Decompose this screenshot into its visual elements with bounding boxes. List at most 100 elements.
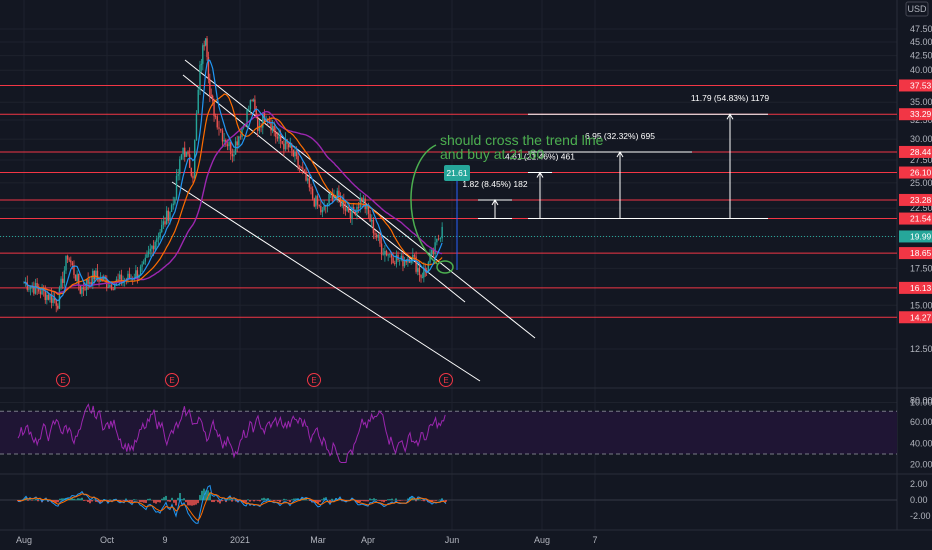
macd-histogram-bar — [153, 500, 155, 503]
macd-histogram-bar — [367, 500, 369, 502]
price-tick-label: 30.00 — [910, 134, 932, 144]
breakout-circle[interactable] — [436, 260, 454, 274]
candle-body — [41, 287, 43, 295]
level-price-label: 21.54 — [910, 214, 932, 224]
candle-body — [348, 207, 350, 213]
macd-histogram-bar — [195, 500, 197, 505]
level-price-badge[interactable] — [899, 193, 932, 206]
level-price-badge[interactable] — [899, 311, 932, 324]
candle-body — [436, 238, 438, 243]
macd-histogram-bar — [383, 500, 385, 503]
macd-histogram-bar — [283, 498, 285, 501]
fast-moving-average — [23, 59, 443, 302]
macd-histogram-bar — [287, 500, 289, 501]
level-price-badge[interactable] — [899, 79, 932, 92]
candle-body — [87, 279, 89, 284]
earnings-marker[interactable] — [165, 373, 179, 387]
time-tick-label: 7 — [592, 535, 597, 545]
level-price-badge[interactable] — [899, 247, 932, 260]
candle-body — [46, 294, 48, 301]
macd-histogram-bar — [135, 499, 137, 501]
macd-histogram-bar — [175, 500, 177, 506]
macd-histogram-bar — [57, 500, 59, 503]
time-tick-label: Apr — [361, 535, 375, 545]
price-tick-label: 40.00 — [910, 65, 932, 75]
macd-histogram-bar — [111, 500, 113, 501]
macd-histogram-bar — [35, 499, 37, 501]
macd-histogram-bar — [183, 498, 185, 501]
macd-histogram-bar — [271, 500, 273, 501]
candle-body — [141, 264, 143, 267]
candle-body — [420, 274, 422, 278]
candle-body — [320, 205, 322, 213]
earnings-marker[interactable] — [307, 373, 321, 387]
candle-body — [344, 209, 347, 211]
earnings-marker[interactable] — [56, 373, 70, 387]
last-price-label: 19.99 — [910, 231, 932, 241]
level-price-badge[interactable] — [899, 145, 932, 158]
measure-arrow-head — [536, 171, 544, 178]
axis-settings-button[interactable] — [906, 2, 926, 18]
macd-histogram-bar — [265, 498, 267, 501]
candle-body — [89, 282, 91, 284]
candle-body — [76, 273, 78, 281]
candle-body — [329, 192, 332, 194]
price-axis[interactable]: USD47.5045.0042.5040.0035.0032.5030.0027… — [899, 1, 932, 521]
macd-histogram-bar — [363, 500, 365, 502]
macd-histogram-bar — [63, 498, 65, 501]
candle-body — [195, 113, 198, 141]
level-price-badge[interactable] — [899, 281, 932, 294]
level-price-label: 14.27 — [910, 312, 932, 322]
candle-body — [425, 270, 428, 273]
macd-histogram-bar — [171, 497, 173, 501]
measurement-tools[interactable]: 1.82 (8.45%) 182 4.61 (21.46%) 461 6.95 (3… — [462, 93, 769, 220]
macd-histogram-bar — [387, 499, 389, 501]
candle-body — [184, 147, 186, 157]
macd-histogram-bar — [87, 500, 89, 502]
macd-histogram-bar — [213, 500, 215, 503]
candle-body — [199, 64, 201, 90]
level-price-badge[interactable] — [899, 108, 932, 121]
candle-body — [170, 205, 173, 212]
macd-histogram-bar — [423, 500, 425, 502]
level-price-badge[interactable] — [899, 212, 932, 225]
candle-body — [234, 141, 237, 155]
candle-body — [65, 255, 67, 271]
candle-body — [93, 270, 96, 280]
entry-price-badge[interactable] — [444, 165, 470, 181]
candle-body — [359, 197, 361, 208]
candle-body — [255, 109, 258, 118]
candle-body — [283, 143, 285, 150]
macd-histogram-bar — [123, 500, 125, 502]
macd-histogram-bar — [217, 500, 219, 503]
macd-histogram-bar — [413, 498, 415, 501]
level-price-badge[interactable] — [899, 166, 932, 179]
lower-trendline[interactable] — [171, 181, 481, 382]
macd-histogram-bar — [259, 500, 261, 502]
candle-body — [295, 151, 298, 156]
candle-body — [47, 294, 50, 300]
macd-histogram-bar — [167, 500, 169, 502]
time-axis[interactable]: Aug Oct 9 2021 Mar Apr Jun Aug 7 — [16, 535, 598, 545]
macd-histogram-bar — [61, 498, 63, 501]
candle-body — [367, 204, 370, 214]
candle-body — [377, 234, 380, 238]
candle-body — [156, 238, 158, 242]
macd-histogram-bar — [215, 500, 217, 501]
macd-histogram-bar — [169, 500, 171, 502]
candle-body — [258, 126, 261, 131]
macd-histogram-bar — [75, 499, 77, 501]
candle-body — [233, 154, 235, 157]
candle-body — [204, 38, 207, 46]
candle-body — [371, 219, 373, 222]
earnings-marker[interactable] — [439, 373, 453, 387]
macd-histogram-bar — [139, 500, 141, 503]
candle-body — [128, 273, 131, 279]
candle-body — [179, 159, 181, 175]
candle-body — [101, 277, 103, 281]
time-tick-label: Aug — [16, 535, 32, 545]
macd-histogram-bar — [419, 499, 421, 501]
candle-body — [169, 211, 171, 221]
